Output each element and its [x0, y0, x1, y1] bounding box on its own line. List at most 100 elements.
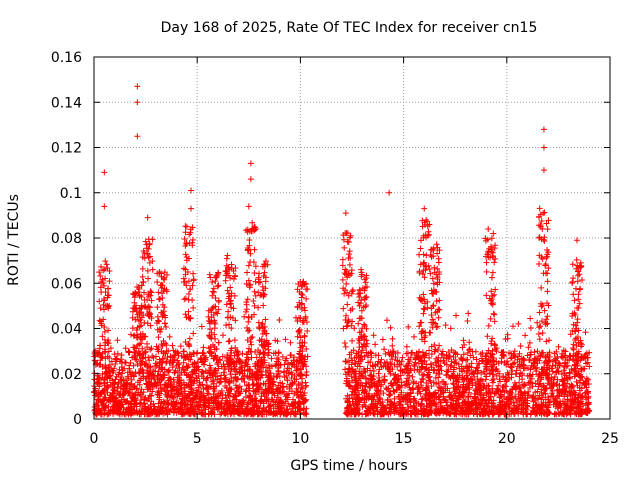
- data-point: [578, 366, 585, 373]
- data-point: [476, 400, 483, 407]
- data-point: [159, 313, 166, 320]
- data-point: [533, 368, 540, 375]
- data-point: [426, 266, 433, 273]
- data-point: [265, 343, 272, 350]
- data-point: [183, 363, 190, 370]
- data-point: [510, 361, 517, 368]
- data-point: [363, 325, 370, 332]
- data-point: [149, 408, 156, 415]
- data-point: [261, 396, 268, 403]
- data-point: [489, 269, 496, 276]
- data-point: [483, 268, 490, 275]
- data-point: [476, 381, 483, 388]
- data-point: [535, 330, 542, 337]
- data-point: [538, 303, 545, 310]
- data-point: [520, 383, 527, 390]
- data-point: [428, 305, 435, 312]
- data-point: [340, 305, 347, 312]
- data-point: [185, 381, 192, 388]
- data-point: [571, 410, 578, 417]
- data-point: [363, 337, 370, 344]
- data-point: [549, 368, 556, 375]
- data-point: [357, 315, 364, 322]
- data-point: [155, 334, 162, 341]
- data-point: [245, 381, 252, 388]
- data-point: [244, 324, 251, 331]
- data-point: [187, 374, 194, 381]
- data-point: [236, 383, 243, 390]
- data-point: [156, 362, 163, 369]
- data-point: [465, 389, 472, 396]
- data-point: [207, 274, 214, 281]
- data-point: [183, 257, 190, 264]
- data-point: [209, 372, 216, 379]
- data-point: [474, 364, 481, 371]
- data-point: [215, 298, 222, 305]
- data-point: [185, 308, 192, 315]
- data-point: [561, 393, 568, 400]
- data-point: [210, 369, 217, 376]
- data-point: [423, 380, 430, 387]
- data-point: [386, 189, 393, 196]
- data-point: [485, 322, 492, 329]
- data-point: [126, 392, 133, 399]
- data-point: [489, 292, 496, 299]
- data-point: [490, 400, 497, 407]
- data-point: [188, 205, 195, 212]
- data-point: [214, 283, 221, 290]
- data-point: [117, 358, 124, 365]
- data-point: [362, 369, 369, 376]
- data-point: [454, 384, 461, 391]
- data-point: [265, 398, 272, 405]
- data-point: [408, 411, 415, 418]
- data-point: [510, 323, 517, 330]
- data-point: [420, 291, 427, 298]
- data-point: [433, 324, 440, 331]
- data-point: [205, 317, 212, 324]
- data-point: [491, 259, 498, 266]
- data-point: [395, 394, 402, 401]
- data-point: [215, 282, 222, 289]
- data-point: [578, 408, 585, 415]
- data-point: [265, 362, 272, 369]
- data-point: [97, 342, 104, 349]
- data-point: [233, 387, 240, 394]
- data-point: [430, 379, 437, 386]
- data-point: [359, 394, 366, 401]
- data-point: [553, 399, 560, 406]
- data-point: [208, 335, 215, 342]
- data-point: [536, 205, 543, 212]
- data-point: [377, 383, 384, 390]
- data-point: [398, 389, 405, 396]
- data-point: [193, 350, 200, 357]
- data-point: [570, 401, 577, 408]
- data-point: [388, 382, 395, 389]
- data-point: [200, 344, 207, 351]
- data-point: [483, 292, 490, 299]
- data-point: [339, 262, 346, 269]
- data-point: [458, 390, 465, 397]
- data-point: [107, 345, 114, 352]
- data-point: [242, 308, 249, 315]
- data-point: [222, 277, 229, 284]
- data-point: [372, 405, 379, 412]
- data-point: [177, 391, 184, 398]
- data-point: [97, 305, 104, 312]
- data-point: [293, 358, 300, 365]
- data-point: [154, 372, 161, 379]
- data-point: [115, 371, 122, 378]
- data-point: [402, 398, 409, 405]
- data-point: [453, 377, 460, 384]
- data-point: [531, 397, 538, 404]
- data-point: [435, 380, 442, 387]
- data-point: [577, 343, 584, 350]
- data-point: [279, 353, 286, 360]
- data-point: [122, 345, 129, 352]
- data-point: [404, 391, 411, 398]
- data-point: [223, 301, 230, 308]
- data-point: [544, 411, 551, 418]
- data-point: [260, 360, 267, 367]
- data-point: [130, 344, 137, 351]
- data-point: [98, 263, 105, 270]
- data-point: [158, 358, 165, 365]
